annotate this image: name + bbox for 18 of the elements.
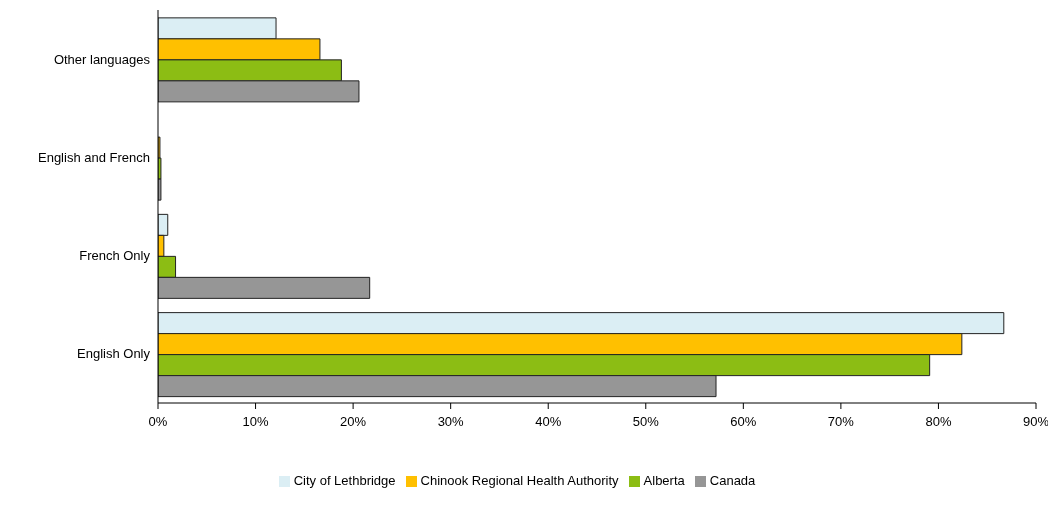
y-tick-label: English Only (77, 346, 151, 362)
x-tick-label: 0% (148, 414, 168, 430)
x-tick-label: 90% (1022, 414, 1050, 430)
x-tick-label: 20% (340, 414, 367, 430)
legend-label: City of Lethbridge (293, 473, 396, 488)
x-tick-label: 80% (925, 414, 952, 430)
y-tick-label: French Only (79, 248, 151, 264)
legend-label: Alberta (643, 473, 685, 488)
y-tick-label: Other languages (53, 51, 151, 67)
x-tick-label: 10% (242, 414, 269, 430)
x-tick-label: 30% (437, 414, 465, 430)
x-tick-label: 60% (730, 414, 757, 430)
legend-label: Canada (709, 473, 756, 488)
x-tick-label: 50% (632, 414, 660, 430)
x-tick-label: 40% (535, 414, 562, 430)
y-tick-label: English and French (37, 149, 150, 165)
x-tick-label: 70% (827, 414, 855, 430)
legend-label: Chinook Regional Health Authority (420, 473, 619, 488)
